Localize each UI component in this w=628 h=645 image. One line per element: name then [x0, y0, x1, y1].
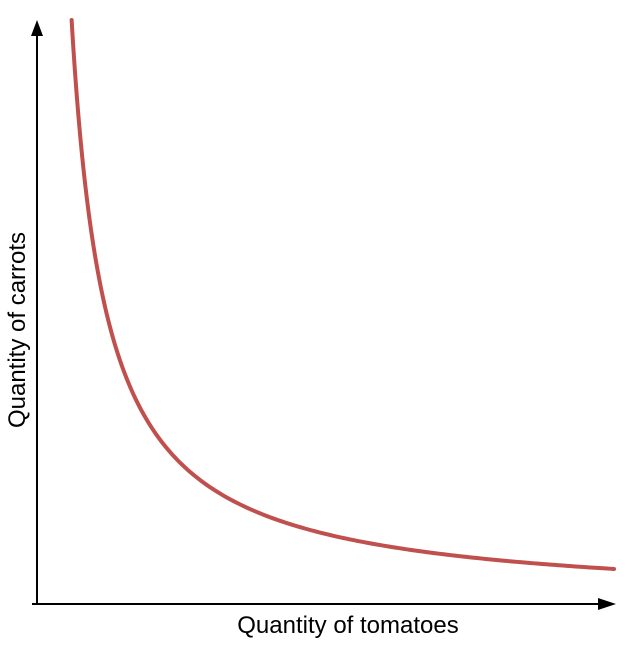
x-axis-label: Quantity of tomatoes [237, 612, 458, 639]
x-axis [32, 598, 616, 610]
y-axis-label: Quantity of carrots [4, 232, 31, 428]
y-axis [31, 20, 43, 604]
indifference-curve [69, 18, 616, 571]
y-axis-arrowhead [31, 20, 43, 36]
x-axis-arrowhead [598, 598, 616, 610]
